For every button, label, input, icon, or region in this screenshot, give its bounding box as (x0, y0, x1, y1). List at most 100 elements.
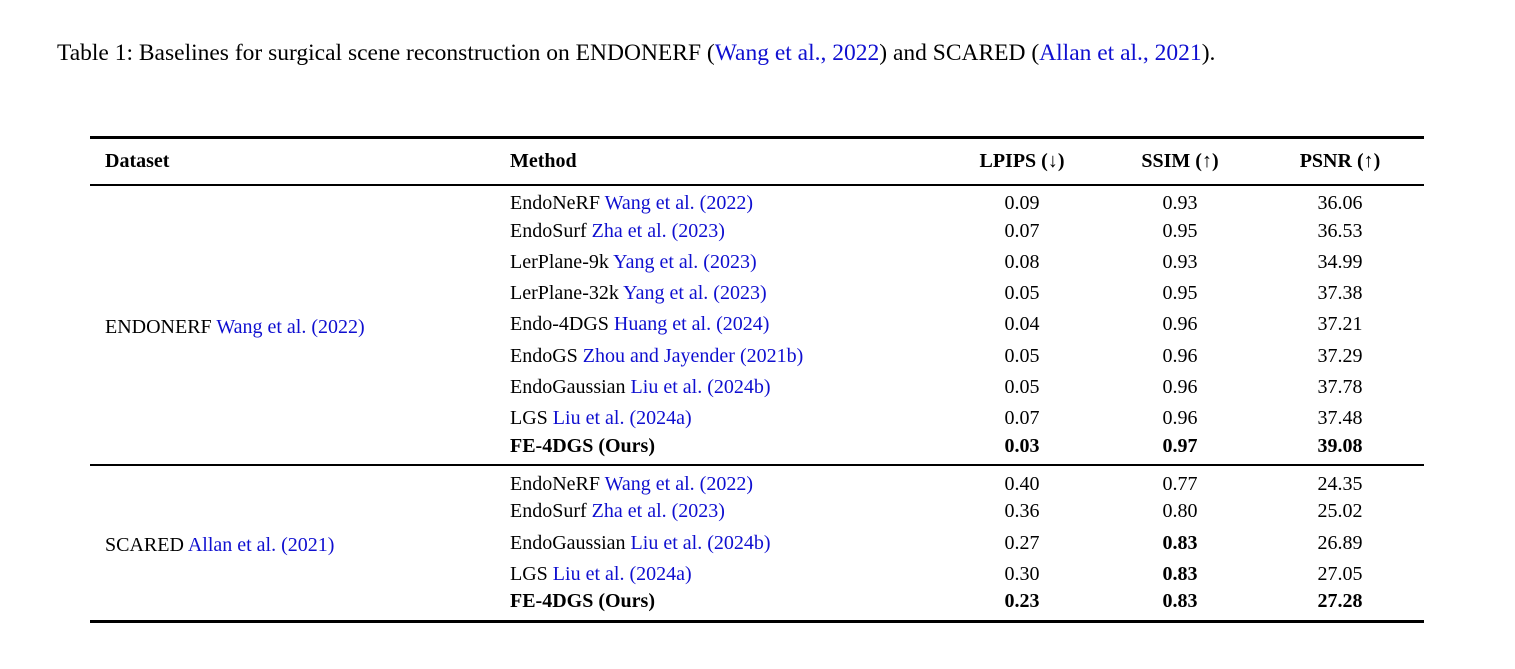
method-cell: LerPlane-9k Yang et al. (2023) (510, 247, 940, 278)
method-name: EndoSurf (510, 219, 587, 242)
method-name: EndoGS (510, 344, 578, 367)
method-cell: LGS Liu et al. (2024a) (510, 559, 940, 590)
ssim-value: 0.80 (1162, 500, 1198, 523)
psnr-value: 34.99 (1317, 250, 1363, 273)
dataset-name: ENDONERF (105, 316, 212, 339)
method-name: LGS (510, 406, 548, 429)
method-citation-link[interactable]: Wang et al. (2022) (604, 192, 753, 215)
method-name: FE-4DGS (Ours) (510, 434, 655, 457)
lpips-value: 0.05 (1004, 375, 1040, 398)
method-cell: EndoGS Zhou and Jayender (2021b) (510, 340, 940, 371)
psnr-value: 27.28 (1317, 590, 1363, 613)
table-row: FE-4DGS (Ours) 0.03 0.97 39.08 (90, 434, 1424, 465)
ssim-value: 0.97 (1162, 434, 1198, 457)
psnr-value: 37.29 (1317, 344, 1363, 367)
caption-citation-link[interactable]: Wang et al., 2022 (714, 40, 880, 66)
psnr-value: 37.78 (1317, 375, 1363, 398)
table-section-endonerf: ENDONERF Wang et al. (2022) EndoNeRF Wang… (90, 185, 1424, 466)
column-header-ssim: SSIM (↑) (1141, 149, 1219, 172)
dataset-citation-link[interactable]: Wang et al. (2022) (216, 316, 365, 339)
method-citation-link[interactable]: Liu et al. (2024a) (552, 406, 692, 429)
column-header-psnr: PSNR (↑) (1299, 149, 1381, 172)
method-name: EndoSurf (510, 500, 587, 523)
ssim-value: 0.96 (1162, 375, 1198, 398)
ssim-value: 0.83 (1162, 531, 1198, 554)
method-citation-link[interactable]: Liu et al. (2024a) (552, 562, 692, 585)
lpips-value: 0.07 (1004, 219, 1040, 242)
method-cell: FE-4DGS (Ours) (510, 590, 940, 621)
caption-text: ) and SCARED ( (879, 40, 1040, 66)
results-table: Dataset Method LPIPS (↓) SSIM (↑) PSNR (… (90, 136, 1424, 623)
table-row: EndoGS Zhou and Jayender (2021b) 0.05 0.96… (90, 340, 1424, 371)
method-citation-link[interactable]: Liu et al. (2024b) (630, 375, 771, 398)
method-citation-link[interactable]: Zha et al. (2023) (591, 500, 725, 523)
table-caption: Table 1: Baselines for surgical scene re… (57, 34, 1464, 73)
psnr-value: 37.48 (1317, 406, 1363, 429)
table-row: LGS Liu et al. (2024a) 0.07 0.96 37.48 (90, 403, 1424, 434)
lpips-value: 0.30 (1004, 562, 1040, 585)
lpips-value: 0.07 (1004, 406, 1040, 429)
ssim-value: 0.96 (1162, 313, 1198, 336)
method-citation-link[interactable]: Yang et al. (2023) (623, 282, 767, 305)
psnr-value: 37.21 (1317, 313, 1363, 336)
column-header-dataset: Dataset (105, 149, 170, 172)
ssim-value: 0.96 (1162, 406, 1198, 429)
table-row: LerPlane-32k Yang et al. (2023) 0.05 0.95 3… (90, 278, 1424, 309)
lpips-value: 0.03 (1004, 434, 1040, 457)
ssim-value: 0.95 (1162, 282, 1198, 305)
dataset-citation-link[interactable]: Allan et al. (2021) (187, 534, 335, 557)
method-citation-link[interactable]: Zha et al. (2023) (591, 219, 725, 242)
method-citation-link[interactable]: Yang et al. (2023) (613, 250, 757, 273)
lpips-value: 0.09 (1004, 192, 1040, 215)
lpips-value: 0.04 (1004, 313, 1040, 336)
lpips-value: 0.23 (1004, 590, 1040, 613)
table-row: EndoSurf Zha et al. (2023) 0.36 0.80 25.02 (90, 496, 1424, 527)
psnr-value: 25.02 (1317, 500, 1363, 523)
table-row: EndoGaussian Liu et al. (2024b) 0.05 0.96 3… (90, 372, 1424, 403)
method-citation-link[interactable]: Zhou and Jayender (2021b) (582, 344, 804, 367)
header-row: Dataset Method LPIPS (↓) SSIM (↑) PSNR (… (90, 138, 1424, 185)
method-cell: EndoSurf Zha et al. (2023) (510, 216, 940, 247)
column-header-method: Method (510, 149, 577, 172)
method-cell: LGS Liu et al. (2024a) (510, 403, 940, 434)
dataset-name: SCARED (105, 534, 184, 557)
table-row: FE-4DGS (Ours) 0.23 0.83 27.28 (90, 590, 1424, 621)
method-cell: LerPlane-32k Yang et al. (2023) (510, 278, 940, 309)
ssim-value: 0.93 (1162, 192, 1198, 215)
method-name: LGS (510, 562, 548, 585)
ssim-value: 0.96 (1162, 344, 1198, 367)
caption-citation-link[interactable]: Allan et al., 2021 (1039, 40, 1202, 66)
dataset-cell: SCARED Allan et al. (2021) (90, 465, 510, 621)
method-citation-link[interactable]: Wang et al. (2022) (604, 472, 753, 495)
method-cell: EndoGaussian Liu et al. (2024b) (510, 372, 940, 403)
method-name: FE-4DGS (Ours) (510, 590, 655, 613)
psnr-value: 36.06 (1317, 192, 1363, 215)
psnr-value: 36.53 (1317, 219, 1363, 242)
method-cell: EndoSurf Zha et al. (2023) (510, 496, 940, 527)
lpips-value: 0.08 (1004, 250, 1040, 273)
method-name: EndoGaussian (510, 375, 626, 398)
method-name: EndoNeRF (510, 472, 600, 495)
column-header-lpips: LPIPS (↓) (979, 149, 1065, 172)
method-name: LerPlane-9k (510, 250, 609, 273)
method-cell: FE-4DGS (Ours) (510, 434, 940, 465)
method-name: LerPlane-32k (510, 282, 619, 305)
lpips-value: 0.36 (1004, 500, 1040, 523)
ssim-value: 0.83 (1162, 590, 1198, 613)
lpips-value: 0.40 (1004, 472, 1040, 495)
table-row: SCARED Allan et al. (2021) EndoNeRF Wang … (90, 465, 1424, 557)
table-section-scared: SCARED Allan et al. (2021) EndoNeRF Wang … (90, 465, 1424, 621)
caption-text: ). (1201, 40, 1216, 66)
method-citation-link[interactable]: Liu et al. (2024b) (630, 531, 771, 554)
method-citation-link[interactable]: Huang et al. (2024) (613, 313, 770, 336)
method-cell: EndoNeRF Wang et al. (2022) (510, 465, 940, 496)
method-name: EndoNeRF (510, 192, 600, 215)
method-cell: Endo-4DGS Huang et al. (2024) (510, 309, 940, 340)
method-name: Endo-4DGS (510, 313, 609, 336)
psnr-value: 26.89 (1317, 531, 1363, 554)
ssim-value: 0.77 (1162, 472, 1198, 495)
psnr-value: 24.35 (1317, 472, 1363, 495)
dataset-cell: ENDONERF Wang et al. (2022) (90, 185, 510, 466)
method-name: EndoGaussian (510, 531, 626, 554)
table-row: EndoGaussian Liu et al. (2024b) 0.27 0.83 2… (90, 528, 1424, 559)
